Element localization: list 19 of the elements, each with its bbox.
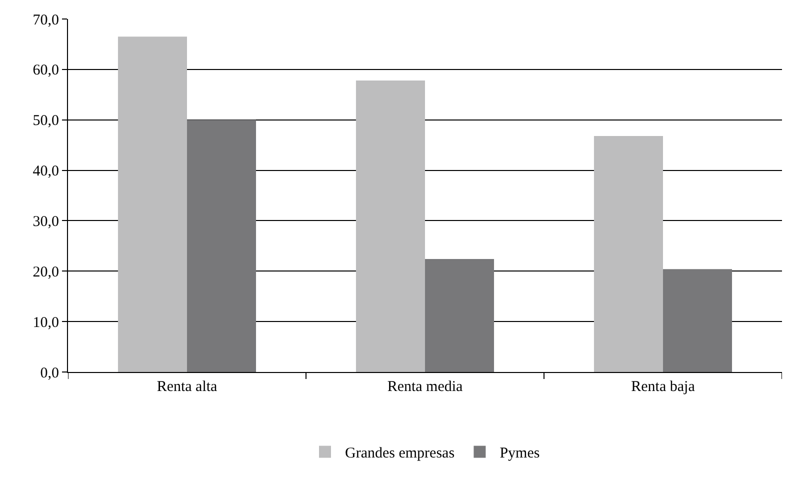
bar (425, 259, 494, 372)
y-tick-label: 70,0 (32, 12, 59, 28)
x-tick-label: Renta alta (156, 379, 218, 395)
bar (118, 36, 187, 372)
bar (187, 120, 256, 372)
bar (594, 136, 663, 372)
y-tick-label: 60,0 (32, 62, 59, 79)
y-tick-label: 10,0 (32, 314, 59, 331)
y-tick-label: 0,0 (40, 365, 59, 382)
bar (356, 80, 425, 372)
x-tick-label: Renta media (387, 379, 464, 395)
legend-label: Pymes (500, 446, 540, 462)
y-tick-label: 20,0 (32, 264, 59, 280)
y-tick-label: 50,0 (32, 113, 59, 130)
x-tick-label: Renta baja (631, 379, 696, 395)
y-tick-label: 40,0 (32, 164, 59, 180)
y-tick-label: 30,0 (32, 214, 59, 230)
bar (663, 269, 732, 372)
legend-label: Grandes empresas (345, 446, 455, 462)
